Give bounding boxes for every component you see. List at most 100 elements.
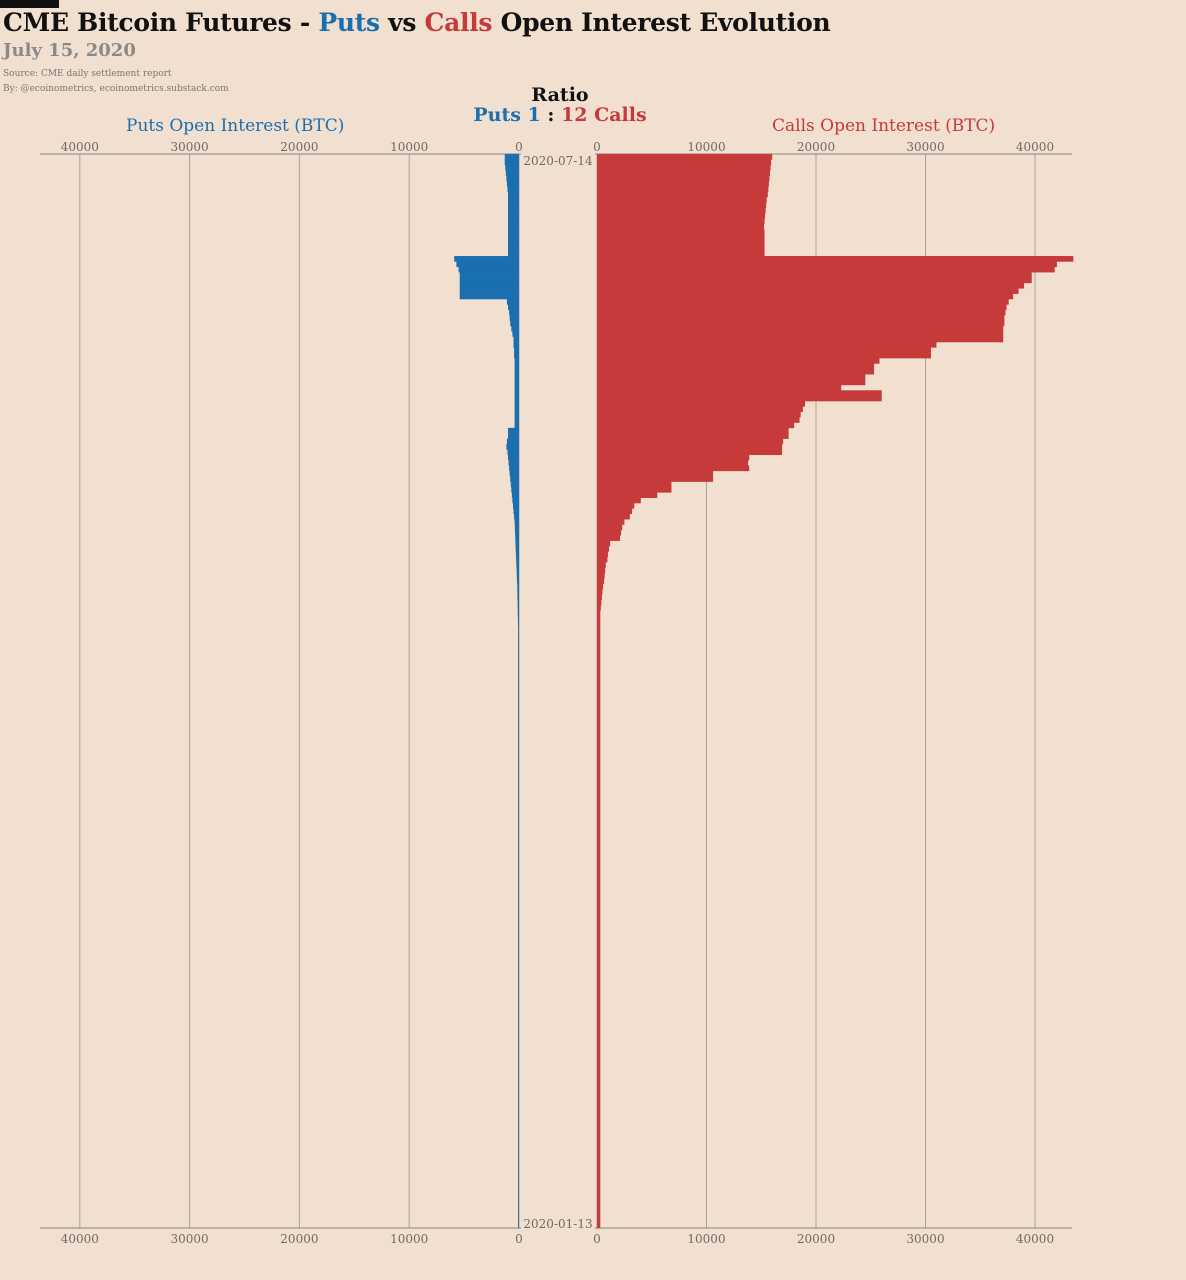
puts-bar xyxy=(511,486,519,493)
calls-bar xyxy=(597,315,1005,321)
puts-bar xyxy=(506,443,519,450)
puts-bar xyxy=(517,615,519,622)
calls-bar xyxy=(597,911,601,917)
calls-bar xyxy=(597,997,601,1003)
calls-bar xyxy=(597,503,635,509)
puts-bar xyxy=(513,336,519,343)
puts-bar xyxy=(518,631,519,638)
puts-bar xyxy=(518,921,519,928)
calls-bar xyxy=(597,733,601,740)
puts-bar xyxy=(508,234,519,241)
calls-bar xyxy=(597,970,601,976)
calls-bar xyxy=(597,642,601,649)
puts-bar xyxy=(518,1083,519,1089)
puts-bar xyxy=(518,846,519,853)
puts-bar xyxy=(514,401,519,407)
puts-bar xyxy=(518,1077,519,1084)
puts-bar xyxy=(518,1174,519,1180)
calls-bar xyxy=(597,1109,601,1116)
calls-bar xyxy=(597,964,601,971)
calls-bar xyxy=(597,583,604,590)
ratio-title: Ratio xyxy=(531,84,589,106)
calls-bar xyxy=(597,454,750,461)
calls-bar xyxy=(597,916,601,923)
calls-bar xyxy=(597,336,1004,343)
calls-tick-top: 10000 xyxy=(687,140,725,154)
calls-bar xyxy=(597,835,601,842)
puts-bar xyxy=(518,793,519,799)
calls-bar xyxy=(597,1158,601,1164)
puts-bar xyxy=(508,202,519,208)
calls-bar xyxy=(597,379,866,386)
calls-bar xyxy=(597,368,875,375)
calls-bar xyxy=(597,1120,601,1127)
calls-bar xyxy=(597,154,773,160)
puts-bar xyxy=(459,282,519,289)
calls-bar xyxy=(597,664,601,670)
calls-bar xyxy=(597,1206,601,1213)
puts-bar xyxy=(509,315,519,321)
calls-bar xyxy=(597,900,601,907)
calls-bar xyxy=(597,551,608,558)
puts-bar xyxy=(518,841,519,848)
puts-bar xyxy=(518,819,519,826)
calls-bar xyxy=(597,272,1032,278)
calls-bar xyxy=(597,1179,601,1186)
puts-bar xyxy=(504,159,519,166)
puts-bar xyxy=(518,1056,519,1062)
puts-bar xyxy=(518,669,519,676)
puts-bar xyxy=(518,1050,519,1057)
title-calls: Calls xyxy=(424,8,493,37)
calls-bar xyxy=(597,341,937,348)
puts-tick-bottom: 40000 xyxy=(61,1232,99,1246)
puts-bar xyxy=(518,868,519,874)
puts-bar xyxy=(518,932,519,939)
calls-bar xyxy=(597,873,601,880)
calls-bar xyxy=(597,712,601,719)
puts-bar xyxy=(518,943,519,950)
calls-bar xyxy=(597,288,1019,294)
puts-bar xyxy=(518,798,519,805)
puts-bar xyxy=(518,1158,519,1164)
puts-bar xyxy=(518,755,519,762)
calls-bar xyxy=(597,556,608,563)
calls-bar xyxy=(597,921,601,928)
calls-bar xyxy=(597,631,601,638)
calls-bar xyxy=(597,1099,601,1105)
puts-bar xyxy=(507,186,519,192)
puts-bar xyxy=(506,298,519,305)
puts-bar xyxy=(518,948,519,955)
puts-bar xyxy=(514,368,519,375)
calls-bar xyxy=(597,884,601,890)
calls-bar xyxy=(597,701,601,708)
calls-bar xyxy=(597,293,1014,300)
calls-bar xyxy=(597,1168,601,1175)
puts-bar xyxy=(507,449,519,456)
puts-bar xyxy=(508,250,519,257)
calls-bar xyxy=(597,427,789,434)
puts-bar xyxy=(518,927,519,933)
puts-bar xyxy=(518,760,519,767)
puts-bar xyxy=(518,707,519,713)
puts-tick-top: 10000 xyxy=(390,140,428,154)
puts-bar xyxy=(518,1120,519,1127)
calls-bar xyxy=(597,1142,601,1148)
puts-bar xyxy=(518,986,519,993)
calls-bar xyxy=(597,433,789,439)
puts-bar xyxy=(518,653,519,660)
calls-bar xyxy=(597,250,765,257)
calls-bar xyxy=(597,1093,601,1100)
calls-tick-bottom: 0 xyxy=(593,1232,601,1246)
calls-bar xyxy=(597,615,601,622)
calls-bar xyxy=(597,787,601,794)
calls-bar xyxy=(597,406,803,413)
puts-bar xyxy=(518,1018,519,1025)
puts-bar xyxy=(514,519,519,525)
puts-bar xyxy=(518,1007,519,1014)
calls-bar xyxy=(597,470,714,477)
title-vs: vs xyxy=(379,8,425,37)
calls-bar xyxy=(597,803,601,810)
calls-bar xyxy=(597,728,601,735)
calls-bar xyxy=(597,180,769,187)
calls-bar xyxy=(597,889,601,896)
